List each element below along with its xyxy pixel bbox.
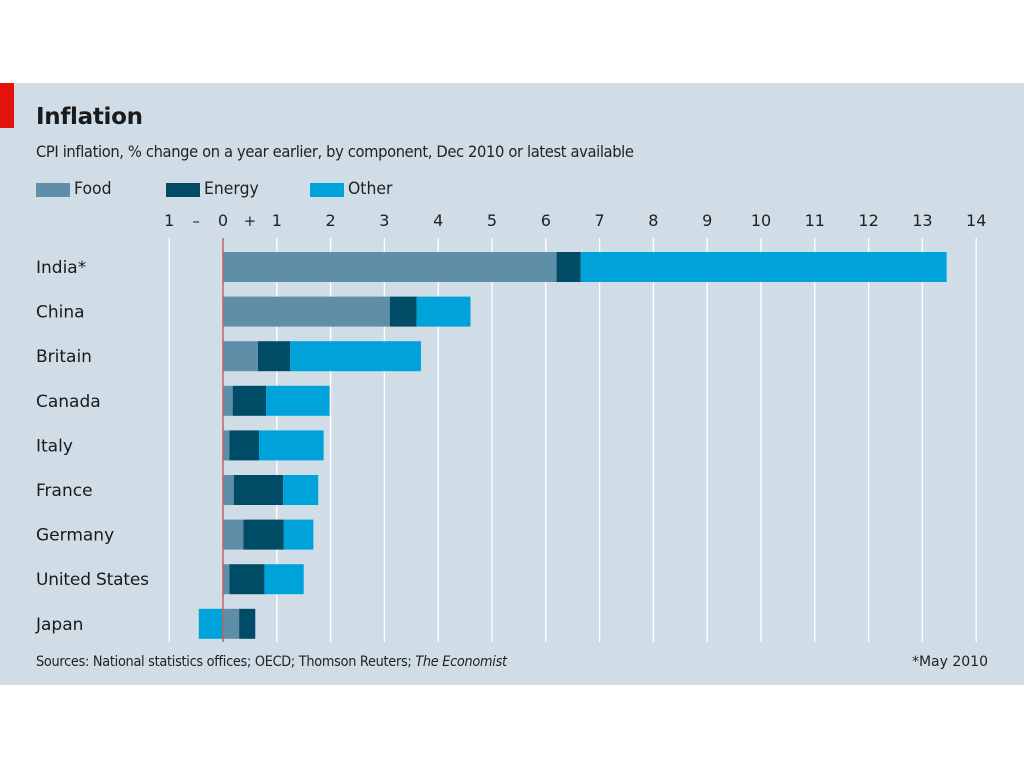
category-label: Japan — [35, 615, 83, 635]
bar-other — [290, 341, 421, 372]
category-label: Britain — [36, 347, 92, 367]
source-note: Sources: National statistics offices; OE… — [36, 654, 507, 670]
bar-food — [223, 608, 240, 639]
category-label: Canada — [36, 392, 101, 412]
bar-energy — [243, 519, 284, 550]
category-label: India* — [36, 258, 86, 278]
x-tick-label: 5 — [487, 211, 497, 230]
bar-other — [264, 564, 304, 595]
category-label: France — [36, 481, 93, 501]
legend-label-other: Other — [348, 179, 393, 199]
bar-food — [223, 385, 233, 416]
legend-swatch-energy — [166, 183, 200, 197]
bar-energy — [233, 475, 284, 505]
bar-food — [223, 341, 258, 372]
bar-energy — [232, 385, 267, 416]
x-tick-label: 12 — [858, 211, 878, 230]
bar-energy — [389, 296, 417, 327]
x-tick-label: 3 — [379, 211, 389, 230]
x-tick-label: 8 — [648, 211, 658, 230]
x-tick-label: 14 — [966, 211, 986, 230]
bar-other — [266, 385, 330, 416]
source-prefix: Sources: National statistics offices; OE… — [36, 654, 412, 670]
footnote: *May 2010 — [911, 654, 988, 670]
sign-marker: + — [244, 212, 257, 230]
bar-food — [223, 252, 557, 282]
bar-other — [580, 252, 947, 282]
bar-energy — [239, 608, 256, 639]
x-tick-label: 1 — [272, 211, 282, 230]
legend-label-food: Food — [74, 179, 112, 199]
x-tick-label: 13 — [912, 211, 932, 230]
bar-food — [223, 475, 234, 505]
bar-food — [223, 519, 244, 550]
category-label: Italy — [36, 436, 73, 456]
chart-subtitle: CPI inflation, % change on a year earlie… — [36, 142, 634, 161]
bar-food — [223, 564, 230, 595]
x-tick-label: 2 — [326, 211, 336, 230]
accent-tag — [0, 83, 14, 128]
x-tick-label: 11 — [805, 211, 825, 230]
sign-marker: – — [192, 212, 200, 230]
x-tick-label: 1 — [164, 211, 174, 230]
bar-other — [283, 519, 314, 550]
legend-label-energy: Energy — [204, 179, 259, 199]
bar-food — [223, 430, 230, 461]
bar-other — [283, 475, 319, 505]
source-italic: The Economist — [415, 654, 507, 670]
category-label: Germany — [36, 526, 114, 546]
x-tick-label: 6 — [541, 211, 551, 230]
bar-other — [416, 296, 471, 327]
bar-other — [198, 608, 223, 639]
legend-swatch-other — [310, 183, 344, 197]
x-tick-label: 0 — [218, 211, 228, 230]
legend-swatch-food — [36, 183, 70, 197]
x-tick-label: 9 — [702, 211, 712, 230]
bar-energy — [257, 341, 291, 372]
category-label: United States — [36, 570, 149, 590]
bar-food — [223, 296, 390, 327]
x-tick-label: 7 — [595, 211, 605, 230]
bar-other — [259, 430, 324, 461]
x-tick-label: 4 — [433, 211, 443, 230]
bar-energy — [229, 430, 260, 461]
bar-energy — [229, 564, 265, 595]
x-tick-label: 10 — [751, 211, 771, 230]
chart-title: Inflation — [36, 104, 143, 130]
bar-energy — [556, 252, 581, 282]
category-label: China — [36, 303, 85, 323]
